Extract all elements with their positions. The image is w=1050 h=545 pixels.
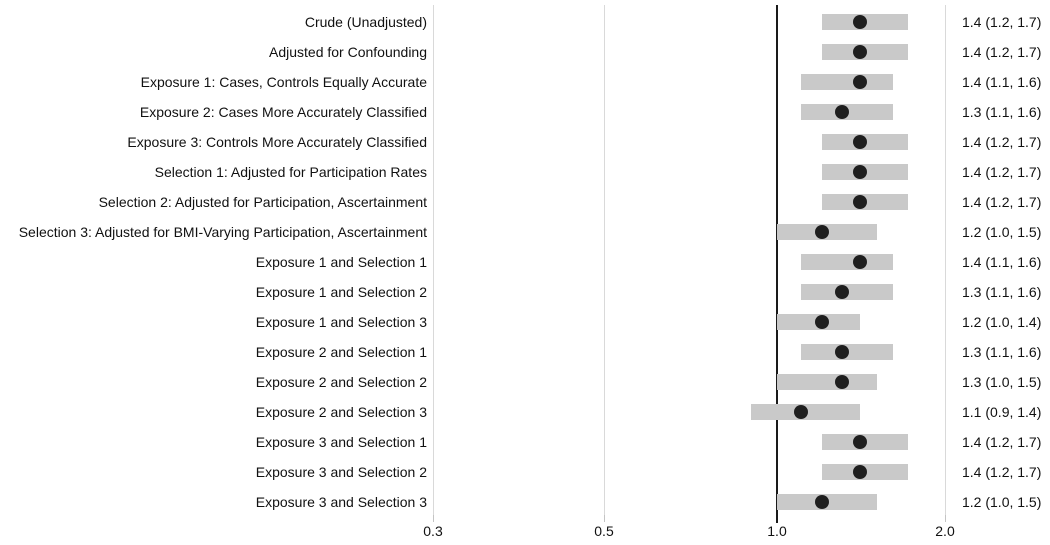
point-estimate-dot (853, 134, 868, 149)
row-label: Exposure 2 and Selection 1 (255, 343, 427, 360)
x-axis-tick-label: 0.5 (594, 523, 614, 539)
estimate-ci-text: 1.2 (1.0, 1.4) (962, 313, 1042, 330)
point-estimate-dot (815, 494, 830, 509)
row-label: Exposure 2: Cases More Accurately Classi… (139, 103, 427, 120)
row-label: Selection 1: Adjusted for Participation … (154, 163, 427, 180)
estimate-ci-text: 1.3 (1.0, 1.5) (962, 373, 1042, 390)
point-estimate-dot (834, 374, 849, 389)
estimate-ci-text: 1.1 (0.9, 1.4) (962, 403, 1042, 420)
estimate-ci-text: 1.4 (1.2, 1.7) (962, 193, 1042, 210)
estimate-ci-text: 1.4 (1.2, 1.7) (962, 43, 1042, 60)
estimate-ci-text: 1.3 (1.1, 1.6) (962, 343, 1042, 360)
row-label: Exposure 3 and Selection 3 (255, 493, 427, 510)
point-estimate-dot (853, 74, 868, 89)
row-label: Exposure 1 and Selection 2 (255, 283, 427, 300)
confidence-interval-bar (800, 73, 894, 90)
point-estimate-dot (834, 344, 849, 359)
point-estimate-dot (853, 194, 868, 209)
estimate-ci-text: 1.4 (1.2, 1.7) (962, 133, 1042, 150)
row-label: Exposure 1 and Selection 1 (255, 253, 427, 270)
x-axis-tick-label: 2.0 (935, 523, 955, 539)
x-axis-tick (945, 515, 946, 522)
row-label: Exposure 2 and Selection 3 (255, 403, 427, 420)
x-axis-tick-label: 1.0 (767, 523, 787, 539)
x-axis-tick-label: 0.3 (423, 523, 443, 539)
point-estimate-dot (853, 434, 868, 449)
point-estimate-dot (815, 224, 830, 239)
row-label: Exposure 3 and Selection 2 (255, 463, 427, 480)
x-gridline (604, 5, 605, 515)
point-estimate-dot (853, 14, 868, 29)
point-estimate-dot (834, 284, 849, 299)
estimate-ci-text: 1.4 (1.1, 1.6) (962, 253, 1042, 270)
row-label: Selection 3: Adjusted for BMI-Varying Pa… (18, 223, 427, 240)
estimate-ci-text: 1.4 (1.2, 1.7) (962, 433, 1042, 450)
row-label: Selection 2: Adjusted for Participation,… (98, 193, 427, 210)
point-estimate-dot (815, 314, 830, 329)
row-label: Exposure 1: Cases, Controls Equally Accu… (140, 73, 427, 90)
confidence-interval-bar (777, 373, 878, 390)
row-label: Exposure 3 and Selection 1 (255, 433, 427, 450)
reference-line-at-1 (776, 5, 778, 523)
point-estimate-dot (853, 44, 868, 59)
estimate-ci-text: 1.3 (1.1, 1.6) (962, 103, 1042, 120)
estimate-ci-text: 1.4 (1.1, 1.6) (962, 73, 1042, 90)
row-label: Crude (Unadjusted) (304, 13, 427, 30)
point-estimate-dot (853, 164, 868, 179)
x-gridline (433, 5, 434, 515)
confidence-interval-bar (800, 253, 894, 270)
x-axis-tick (604, 515, 605, 522)
point-estimate-dot (793, 404, 808, 419)
row-label: Exposure 2 and Selection 2 (255, 373, 427, 390)
row-label: Exposure 3: Controls More Accurately Cla… (127, 133, 427, 150)
point-estimate-dot (853, 254, 868, 269)
point-estimate-dot (834, 104, 849, 119)
row-label: Exposure 1 and Selection 3 (255, 313, 427, 330)
estimate-ci-text: 1.4 (1.2, 1.7) (962, 163, 1042, 180)
estimate-ci-text: 1.2 (1.0, 1.5) (962, 493, 1042, 510)
estimate-ci-text: 1.3 (1.1, 1.6) (962, 283, 1042, 300)
estimate-ci-text: 1.4 (1.2, 1.7) (962, 463, 1042, 480)
x-gridline (945, 5, 946, 515)
estimate-ci-text: 1.4 (1.2, 1.7) (962, 13, 1042, 30)
x-axis-tick (433, 515, 434, 522)
estimate-ci-text: 1.2 (1.0, 1.5) (962, 223, 1042, 240)
point-estimate-dot (853, 464, 868, 479)
row-label: Adjusted for Confounding (269, 43, 427, 60)
